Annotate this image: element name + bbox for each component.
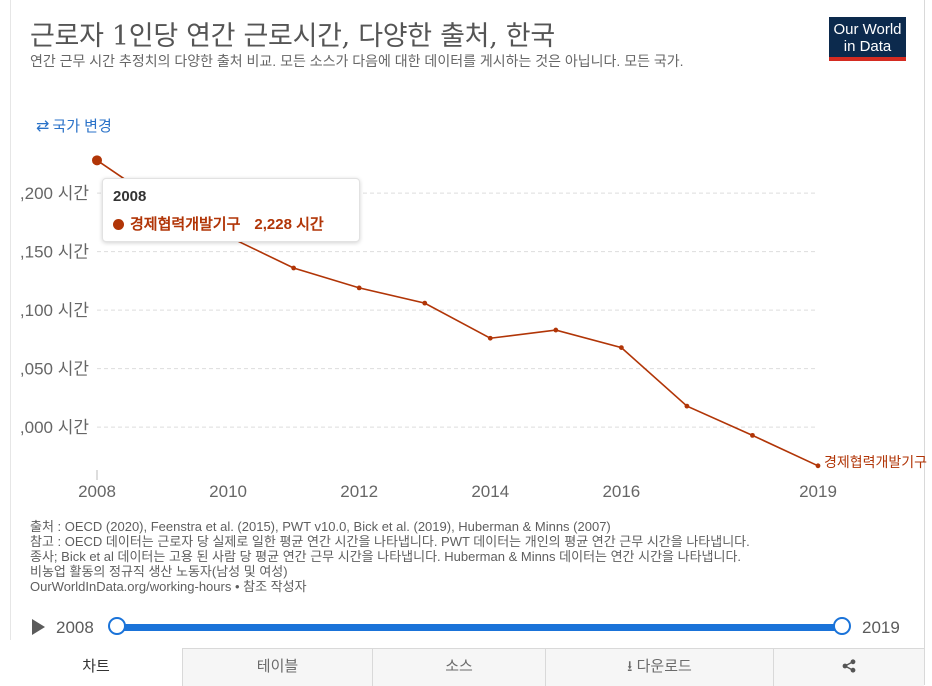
data-point [487, 335, 493, 341]
timeline-end-label: 2019 [862, 618, 900, 637]
tab-sources[interactable]: 소스 [372, 649, 545, 686]
chart-tooltip: 2008 경제협력개발기구 2,228 시간 [102, 178, 360, 242]
timeline-start-handle[interactable] [108, 617, 126, 635]
data-point [553, 327, 559, 333]
x-tick-label: 2016 [602, 482, 640, 501]
data-point [684, 403, 690, 409]
timeline: 2008 2019 [30, 612, 910, 642]
tooltip-row: 경제협력개발기구 2,228 시간 [113, 213, 349, 234]
tooltip-value: 2,228 시간 [254, 216, 324, 233]
y-tick-label: ,150 시간 [20, 243, 89, 262]
change-country-label: 국가 변경 [52, 118, 112, 135]
timeline-start-label: 2008 [56, 618, 94, 637]
tab-bar: 차트 테이블 소스 ⭳ 다운로드 [10, 648, 924, 686]
x-tick-label: 2014 [471, 482, 509, 501]
data-point [291, 265, 297, 271]
change-country-button[interactable]: ⇄ 국가 변경 [36, 115, 112, 136]
owid-logo[interactable]: Our World in Data [829, 17, 906, 61]
y-tick-label: ,000 시간 [20, 418, 89, 437]
data-point [815, 463, 821, 469]
y-tick-label: ,050 시간 [20, 360, 89, 379]
notes-sources: 출처 : OECD (2020), Feenstra et al. (2015)… [30, 519, 611, 534]
frame-divider [10, 0, 11, 640]
data-point [422, 300, 428, 306]
chart-subtitle: 연간 근무 시간 추정치의 다양한 출처 비교. 모든 소스가 다음에 대한 데… [30, 53, 684, 69]
tab-download[interactable]: ⭳ 다운로드 [545, 649, 773, 686]
notes-line4: 비농업 활동의 정규직 생산 노동자(남성 및 여성) [30, 564, 288, 579]
timeline-end-handle[interactable] [833, 617, 851, 635]
notes-line3: 종사; Bick et al 데이터는 고용 된 사람 당 평균 연간 근무 시… [30, 549, 742, 564]
tab-share[interactable] [773, 649, 924, 686]
logo-bar [829, 57, 906, 61]
series-color-dot [113, 219, 124, 230]
timeline-track[interactable] [117, 624, 842, 631]
x-tick-label: 2008 [78, 482, 116, 501]
y-tick-label: ,200 시간 [20, 184, 89, 203]
x-tick-label: 2012 [340, 482, 378, 501]
data-point [356, 285, 362, 291]
share-icon [842, 659, 856, 673]
swap-arrows-icon: ⇄ [36, 118, 50, 135]
notes-line2: 참고 : OECD 데이터는 근로자 당 실제로 일한 평균 연간 시간을 나타… [30, 534, 750, 549]
notes-link[interactable]: OurWorldInData.org/working-hours • 참조 작성… [30, 579, 307, 594]
play-icon[interactable] [32, 619, 45, 635]
chart-notes: 출처 : OECD (2020), Feenstra et al. (2015)… [30, 519, 890, 594]
data-point [618, 345, 624, 350]
tooltip-series: 경제협력개발기구 [130, 216, 241, 233]
x-tick-label: 2010 [209, 482, 247, 501]
highlighted-data-point [92, 155, 102, 166]
series-end-label: 경제협력개발기구 [824, 454, 927, 470]
tab-chart[interactable]: 차트 [10, 648, 182, 685]
data-point [750, 432, 755, 438]
tooltip-year: 2008 [113, 188, 147, 205]
tab-table[interactable]: 테이블 [182, 649, 372, 686]
chart-title: 근로자 1인당 연간 근로시간, 다양한 출처, 한국 [30, 21, 555, 52]
download-icon: ⭳ [627, 658, 633, 675]
logo-line1: Our World [833, 21, 902, 38]
download-label: 다운로드 [636, 658, 692, 675]
y-tick-label: ,100 시간 [20, 301, 89, 320]
x-tick-label: 2019 [799, 482, 837, 501]
logo-line2: in Data [843, 38, 892, 55]
